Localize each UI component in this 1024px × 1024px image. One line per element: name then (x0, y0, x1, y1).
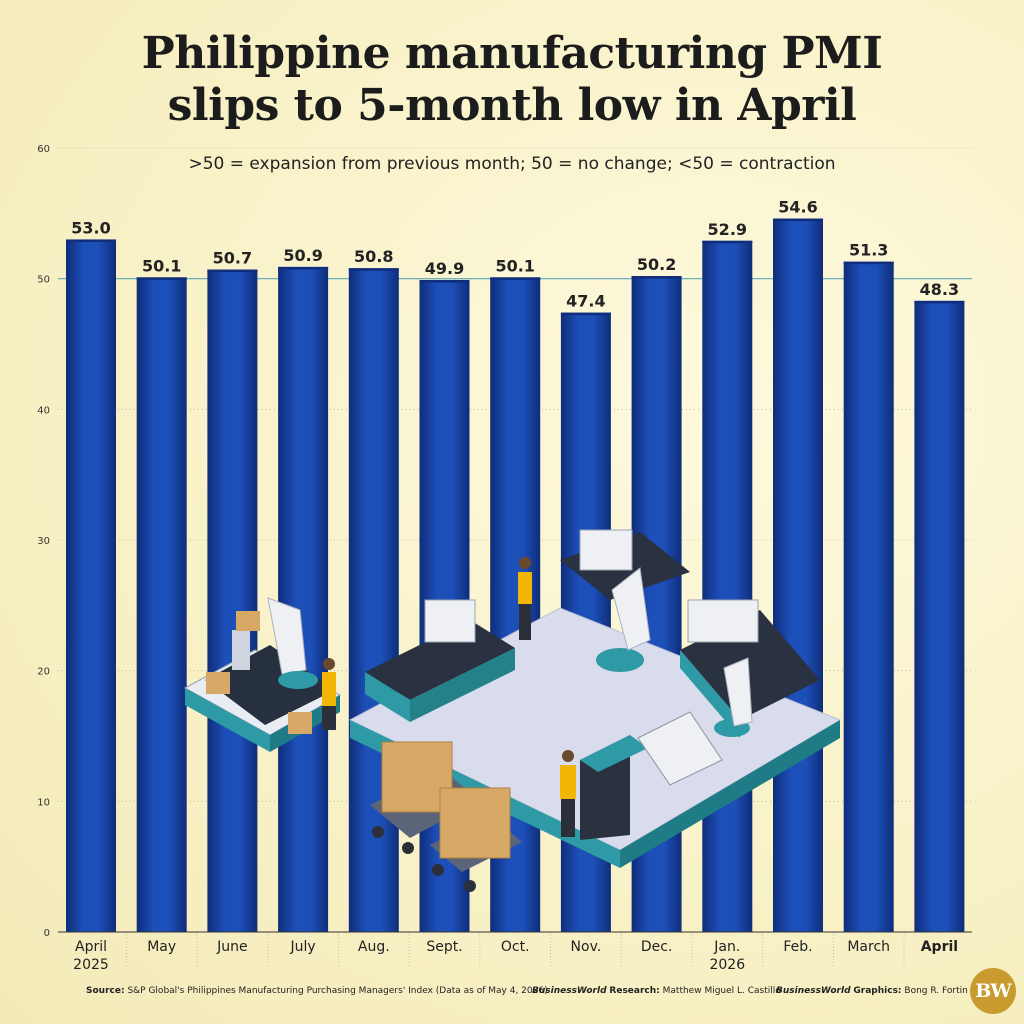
bar (702, 240, 753, 933)
bar-cap (702, 240, 753, 244)
y-tick-label: 0 (44, 928, 50, 939)
category-label: Feb. (783, 939, 812, 955)
bar-cap (914, 300, 965, 304)
title-line-2: slips to 5-month low in April (167, 80, 857, 131)
y-tick-label: 60 (37, 144, 50, 155)
bar-cap (490, 277, 541, 280)
businessworld-logo: BW (970, 968, 1016, 1014)
source-label: Source: (86, 986, 125, 996)
y-tick-label: 30 (37, 536, 50, 547)
bar (278, 266, 329, 932)
y-tick-label: 40 (37, 405, 50, 416)
graphics-credit: BusinessWorld Graphics: Bong R. Fortin (776, 986, 968, 996)
category-label: Aug. (358, 939, 390, 955)
category-label: Dec. (641, 939, 673, 955)
y-tick-label: 50 (37, 275, 50, 286)
bar-cap (207, 269, 258, 273)
value-labels: 53.0 50.1 50.7 50.9 50.8 49.9 50.1 47.4 50.2 52.9… (71, 198, 959, 311)
category-label: May (147, 939, 176, 955)
value-label: 50.9 (283, 246, 322, 265)
chart-title: Philippine manufacturing PMI slips to 5-… (0, 28, 1024, 132)
factory-illustration (183, 529, 842, 892)
value-label: 50.1 (142, 256, 181, 275)
bar (843, 261, 894, 932)
research-credit: BusinessWorld Research: Matthew Miguel L… (532, 986, 781, 996)
bars (66, 218, 965, 933)
value-label: 47.4 (566, 292, 605, 311)
value-label: 49.9 (425, 259, 464, 278)
value-label: 50.1 (495, 256, 534, 275)
value-label: 54.6 (778, 198, 817, 217)
research-label: Research: (609, 986, 660, 996)
chart-subtitle: >50 = expansion from previous month; 50 … (188, 154, 836, 174)
y-tick-label: 20 (37, 667, 50, 678)
category-label: Sept. (426, 939, 462, 955)
bar-cap (278, 266, 329, 270)
bar-cap (348, 268, 399, 271)
bar-cap (66, 239, 116, 242)
source-text: S&P Global's Philippines Manufacturing P… (127, 986, 548, 996)
bar-cap (419, 279, 470, 283)
category-label: Jan. (713, 939, 740, 955)
bar-cap (843, 261, 894, 265)
footer: Source: S&P Global's Philippines Manufac… (0, 986, 968, 1000)
graphics-label: Graphics: (853, 986, 902, 996)
value-label: 48.3 (920, 280, 959, 299)
bar-cap (136, 277, 187, 280)
category-label: June (216, 939, 248, 955)
bar (136, 277, 187, 932)
category-label: 2026 (709, 957, 745, 973)
value-label: 52.9 (708, 220, 747, 239)
bar (773, 218, 823, 932)
value-label: 50.8 (354, 247, 393, 266)
value-label: 50.7 (213, 249, 252, 268)
y-axis-ticks: 0 10 20 30 40 50 60 (37, 144, 50, 939)
bar-cap (560, 312, 611, 316)
category-labels: April 2025 May June July Aug. Sept. Oct. Nov. Dec… (58, 931, 972, 973)
category-label: April (921, 939, 958, 955)
research-name: Matthew Miguel L. Castillo (662, 986, 781, 996)
graphics-brand: BusinessWorld (776, 986, 851, 996)
bar (66, 239, 116, 932)
value-label: 53.0 (71, 218, 110, 237)
source-credit: Source: S&P Global's Philippines Manufac… (86, 986, 548, 996)
bar-cap (631, 276, 682, 279)
bar (207, 269, 258, 932)
y-tick-label: 10 (37, 797, 50, 808)
value-label: 50.2 (637, 255, 676, 274)
category-label: Nov. (571, 939, 602, 955)
value-label: 51.3 (849, 241, 888, 260)
category-label: April (75, 939, 107, 955)
graphics-name: Bong R. Fortin (904, 986, 968, 996)
category-label: Oct. (501, 939, 530, 955)
bar-cap (773, 218, 823, 222)
title-line-1: Philippine manufacturing PMI (141, 28, 883, 79)
category-label: March (847, 939, 890, 955)
research-brand: BusinessWorld (532, 986, 607, 996)
category-label: 2025 (73, 957, 109, 973)
bar (914, 300, 965, 932)
category-label: July (290, 939, 316, 955)
